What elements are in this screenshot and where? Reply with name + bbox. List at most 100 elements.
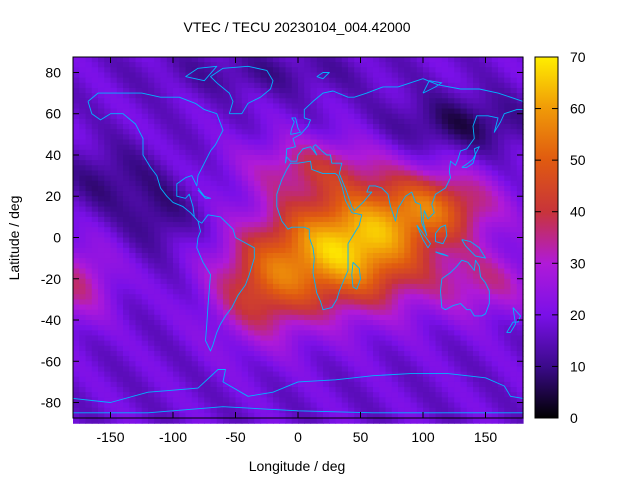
heatmap-cell (516, 216, 524, 223)
heatmap-cell (341, 407, 349, 414)
heatmap-cell (173, 134, 180, 141)
heatmap-cell (216, 134, 224, 141)
heatmap-cell (348, 407, 355, 414)
heatmap-cell (104, 180, 112, 187)
heatmap-cell (348, 376, 355, 383)
heatmap-cell (316, 402, 324, 409)
heatmap-cell (279, 165, 287, 172)
heatmap-cell (248, 283, 255, 290)
heatmap-cell (229, 201, 237, 208)
heatmap-cell (316, 108, 324, 115)
heatmap-cell (291, 350, 299, 357)
heatmap-cell (441, 247, 449, 254)
heatmap-cell (329, 72, 337, 79)
heatmap-cell (185, 149, 193, 156)
heatmap-cell (141, 98, 149, 105)
heatmap-cell (504, 222, 512, 228)
heatmap-cell (129, 170, 137, 177)
heatmap-cell (435, 124, 443, 130)
heatmap-cell (223, 402, 230, 409)
heatmap-cell (298, 289, 305, 295)
heatmap-cell (160, 278, 168, 285)
heatmap-cell (179, 185, 187, 192)
heatmap-cell (210, 149, 218, 156)
heatmap-cell (373, 232, 380, 239)
heatmap-cell (491, 309, 499, 316)
heatmap-cell (498, 371, 505, 378)
heatmap-cell (123, 57, 130, 63)
heatmap-cell (179, 237, 187, 244)
heatmap-cell (285, 278, 293, 285)
heatmap-cell (291, 309, 299, 316)
heatmap-cell (241, 273, 249, 280)
heatmap-cell (285, 154, 293, 161)
heatmap-cell (316, 258, 324, 264)
heatmap-cell (466, 273, 474, 280)
heatmap-cell (423, 345, 430, 352)
heatmap-cell (185, 320, 193, 326)
heatmap-cell (210, 129, 218, 135)
heatmap-cell (141, 345, 149, 352)
heatmap-cell (485, 118, 493, 125)
heatmap-cell (379, 201, 387, 208)
heatmap-cell (504, 366, 512, 373)
heatmap-cell (510, 67, 518, 74)
heatmap-cell (191, 289, 199, 295)
heatmap-cell (404, 402, 412, 409)
heatmap-cell (404, 278, 412, 285)
heatmap-cell (141, 118, 149, 125)
heatmap-cell (254, 113, 262, 120)
heatmap-cell (216, 397, 224, 404)
heatmap-cell (504, 124, 512, 130)
heatmap-cell (335, 108, 343, 115)
heatmap-cell (129, 62, 137, 68)
heatmap-cell (510, 381, 518, 388)
heatmap-cell (254, 278, 262, 285)
heatmap-cell (179, 273, 187, 280)
heatmap-cell (223, 232, 230, 239)
heatmap-cell (291, 103, 299, 110)
heatmap-cell (323, 93, 330, 99)
heatmap-cell (479, 93, 487, 99)
heatmap-cell (279, 381, 287, 388)
heatmap-cell (241, 294, 249, 300)
heatmap-cell (173, 361, 180, 368)
heatmap-cell (373, 345, 380, 352)
heatmap-cell (229, 108, 237, 115)
heatmap-cell (266, 113, 274, 120)
heatmap-cell (260, 273, 268, 280)
heatmap-cell (298, 72, 305, 79)
heatmap-cell (510, 407, 518, 414)
heatmap-cell (135, 330, 143, 337)
heatmap-cell (179, 258, 187, 264)
heatmap-cell (391, 392, 399, 398)
heatmap-cell (266, 180, 274, 187)
heatmap-cell (510, 191, 518, 197)
heatmap-cell (154, 216, 162, 223)
heatmap-cell (198, 103, 205, 110)
heatmap-cell (379, 407, 387, 414)
heatmap-cell (348, 283, 355, 290)
heatmap-cell (354, 227, 362, 233)
heatmap-cell (448, 134, 455, 141)
heatmap-cell (98, 263, 105, 270)
heatmap-cell (310, 175, 318, 182)
heatmap-cell (185, 304, 193, 311)
heatmap-cell (510, 185, 518, 192)
heatmap-cell (473, 335, 480, 342)
heatmap-cell (448, 278, 455, 285)
heatmap-cell (454, 67, 462, 74)
heatmap-cell (291, 149, 299, 156)
heatmap-cell (279, 371, 287, 378)
heatmap-cell (135, 175, 143, 182)
heatmap-cell (273, 129, 280, 135)
heatmap-cell (310, 62, 318, 68)
heatmap-cell (104, 325, 112, 331)
heatmap-cell (479, 139, 487, 146)
heatmap-cell (310, 278, 318, 285)
heatmap-cell (385, 330, 393, 337)
heatmap-cell (135, 366, 143, 373)
heatmap-cell (123, 216, 130, 223)
heatmap-cell (279, 237, 287, 244)
heatmap-cell (291, 87, 299, 94)
